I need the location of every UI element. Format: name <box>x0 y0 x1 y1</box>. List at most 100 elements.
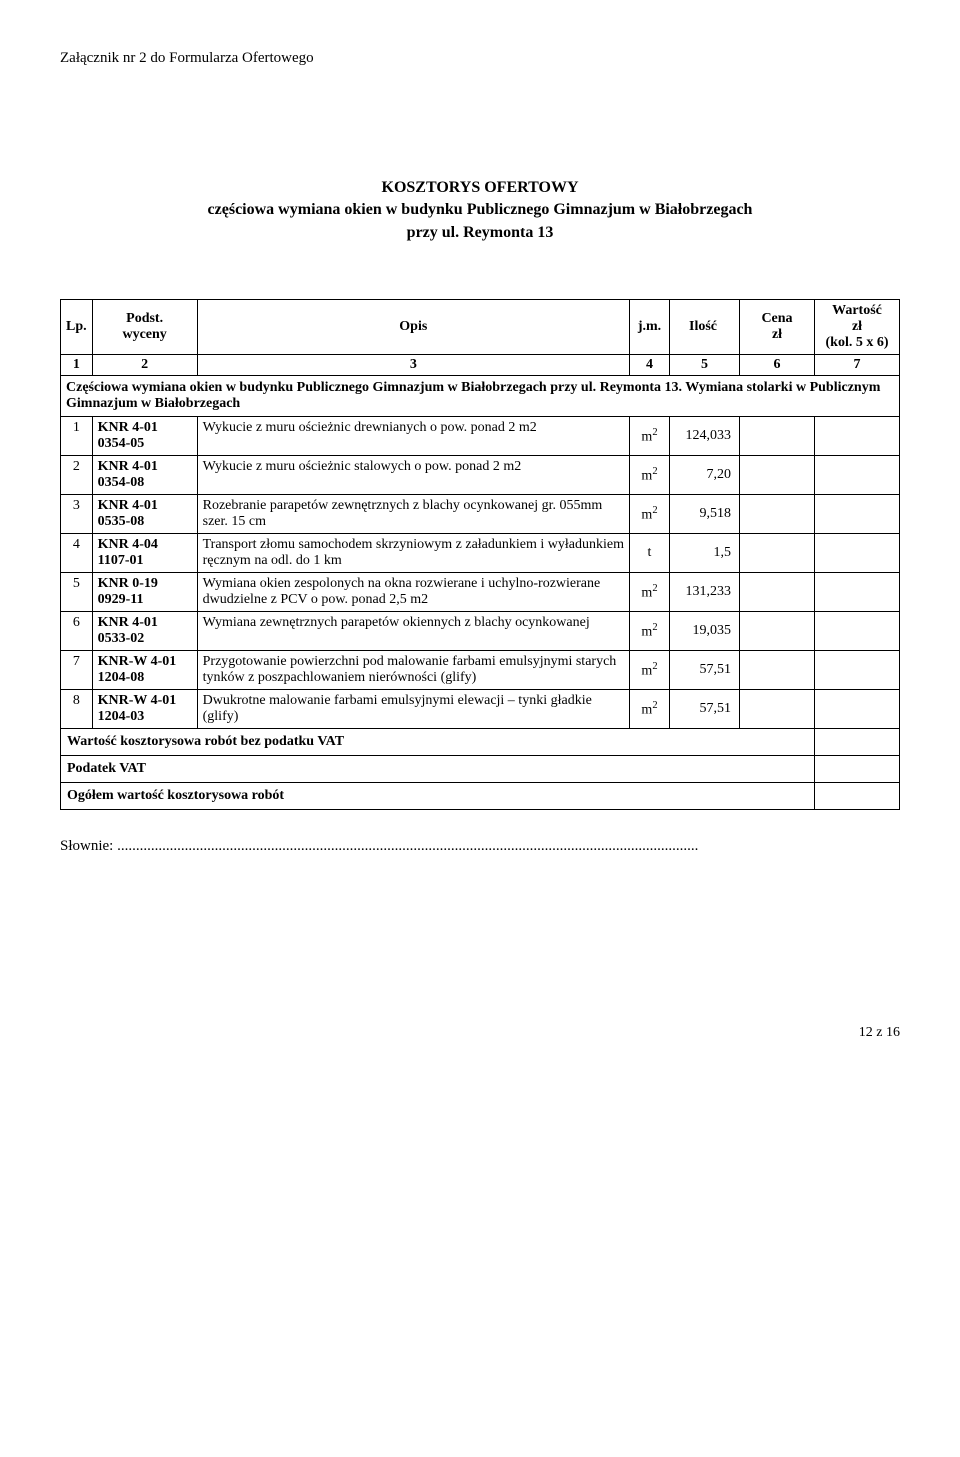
coln-4: 4 <box>630 355 670 376</box>
cell-ilosc: 57,51 <box>670 690 740 729</box>
coln-2: 2 <box>92 355 197 376</box>
cell-podst: KNR 4-01 0533-02 <box>92 612 197 651</box>
cell-wartosc <box>815 573 900 612</box>
attachment-header: Załącznik nr 2 do Formularza Ofertowego <box>60 50 900 67</box>
cell-cena <box>740 651 815 690</box>
cell-cena <box>740 573 815 612</box>
cell-ilosc: 131,233 <box>670 573 740 612</box>
section-row: Częściowa wymiana okien w budynku Public… <box>61 376 900 417</box>
cell-podst: KNR 4-01 0354-08 <box>92 456 197 495</box>
cell-lp: 7 <box>61 651 93 690</box>
cell-lp: 8 <box>61 690 93 729</box>
cell-jm: m2 <box>630 651 670 690</box>
table-row: 6KNR 4-01 0533-02Wymiana zewnętrznych pa… <box>61 612 900 651</box>
table-row: 1KNR 4-01 0354-05Wykucie z muru ościeżni… <box>61 417 900 456</box>
cell-podst: KNR 4-01 0535-08 <box>92 495 197 534</box>
cell-opis: Wymiana zewnętrznych parapetów okiennych… <box>197 612 629 651</box>
cell-jm: m2 <box>630 690 670 729</box>
table-row: 8KNR-W 4-01 1204-03Dwukrotne malowanie f… <box>61 690 900 729</box>
cell-jm: t <box>630 534 670 573</box>
slownie-line: Słownie: ...............................… <box>60 838 900 855</box>
coln-5: 5 <box>670 355 740 376</box>
cell-wartosc <box>815 495 900 534</box>
cell-cena <box>740 534 815 573</box>
slownie-dots: ........................................… <box>117 838 698 854</box>
table-row: 5KNR 0-19 0929-11Wymiana okien zespolony… <box>61 573 900 612</box>
cell-cena <box>740 690 815 729</box>
hdr-ilosc: Ilość <box>670 300 740 355</box>
page-footer: 12 z 16 <box>60 1025 900 1041</box>
cell-lp: 4 <box>61 534 93 573</box>
document-title: KOSZTORYS OFERTOWY częściowa wymiana oki… <box>60 177 900 244</box>
coln-3: 3 <box>197 355 629 376</box>
cell-wartosc <box>815 690 900 729</box>
summary-brutto-row: Ogółem wartość kosztorysowa robót <box>61 783 900 810</box>
cell-cena <box>740 495 815 534</box>
cell-lp: 5 <box>61 573 93 612</box>
cell-opis: Przygotowanie powierzchni pod malowanie … <box>197 651 629 690</box>
cell-lp: 2 <box>61 456 93 495</box>
cell-jm: m2 <box>630 456 670 495</box>
cell-podst: KNR 4-04 1107-01 <box>92 534 197 573</box>
hdr-lp: Lp. <box>61 300 93 355</box>
cell-opis: Dwukrotne malowanie farbami emulsyjnymi … <box>197 690 629 729</box>
cell-cena <box>740 456 815 495</box>
coln-7: 7 <box>815 355 900 376</box>
title-line-1: KOSZTORYS OFERTOWY <box>60 177 900 199</box>
cell-lp: 3 <box>61 495 93 534</box>
cell-jm: m2 <box>630 495 670 534</box>
cell-podst: KNR-W 4-01 1204-03 <box>92 690 197 729</box>
cell-wartosc <box>815 612 900 651</box>
cell-jm: m2 <box>630 417 670 456</box>
cell-lp: 6 <box>61 612 93 651</box>
table-row: 3KNR 4-01 0535-08Rozebranie parapetów ze… <box>61 495 900 534</box>
cell-opis: Transport złomu samochodem skrzyniowym z… <box>197 534 629 573</box>
cell-podst: KNR-W 4-01 1204-08 <box>92 651 197 690</box>
summary-brutto-value <box>815 783 900 810</box>
cell-ilosc: 124,033 <box>670 417 740 456</box>
cell-jm: m2 <box>630 612 670 651</box>
summary-netto-row: Wartość kosztorysowa robót bez podatku V… <box>61 729 900 756</box>
cell-ilosc: 19,035 <box>670 612 740 651</box>
coln-6: 6 <box>740 355 815 376</box>
cell-wartosc <box>815 456 900 495</box>
cell-ilosc: 7,20 <box>670 456 740 495</box>
hdr-opis: Opis <box>197 300 629 355</box>
cell-ilosc: 1,5 <box>670 534 740 573</box>
summary-netto-value <box>815 729 900 756</box>
hdr-jm: j.m. <box>630 300 670 355</box>
cell-wartosc <box>815 534 900 573</box>
cell-jm: m2 <box>630 573 670 612</box>
cell-wartosc <box>815 417 900 456</box>
title-line-2: częściowa wymiana okien w budynku Public… <box>60 199 900 221</box>
cost-table: Lp. Podst. wyceny Opis j.m. Ilość Cena z… <box>60 299 900 810</box>
coln-1: 1 <box>61 355 93 376</box>
summary-vat-label: Podatek VAT <box>61 756 815 783</box>
cell-ilosc: 57,51 <box>670 651 740 690</box>
cell-opis: Wykucie z muru ościeżnic drewnianych o p… <box>197 417 629 456</box>
column-number-row: 1 2 3 4 5 6 7 <box>61 355 900 376</box>
cell-podst: KNR 4-01 0354-05 <box>92 417 197 456</box>
cell-podst: KNR 0-19 0929-11 <box>92 573 197 612</box>
hdr-wartosc: Wartość zł (kol. 5 x 6) <box>815 300 900 355</box>
cell-cena <box>740 417 815 456</box>
cell-wartosc <box>815 651 900 690</box>
summary-brutto-label: Ogółem wartość kosztorysowa robót <box>61 783 815 810</box>
title-line-3: przy ul. Reymonta 13 <box>60 222 900 244</box>
hdr-cena: Cena zł <box>740 300 815 355</box>
section-text: Częściowa wymiana okien w budynku Public… <box>61 376 900 417</box>
cell-opis: Wymiana okien zespolonych na okna rozwie… <box>197 573 629 612</box>
summary-netto-label: Wartość kosztorysowa robót bez podatku V… <box>61 729 815 756</box>
cell-ilosc: 9,518 <box>670 495 740 534</box>
cell-cena <box>740 612 815 651</box>
summary-vat-row: Podatek VAT <box>61 756 900 783</box>
cell-lp: 1 <box>61 417 93 456</box>
table-header-row: Lp. Podst. wyceny Opis j.m. Ilość Cena z… <box>61 300 900 355</box>
summary-vat-value <box>815 756 900 783</box>
hdr-podst: Podst. wyceny <box>92 300 197 355</box>
slownie-label: Słownie: <box>60 838 113 854</box>
table-row: 4KNR 4-04 1107-01Transport złomu samocho… <box>61 534 900 573</box>
table-row: 7KNR-W 4-01 1204-08Przygotowanie powierz… <box>61 651 900 690</box>
cell-opis: Wykucie z muru ościeżnic stalowych o pow… <box>197 456 629 495</box>
cell-opis: Rozebranie parapetów zewnętrznych z blac… <box>197 495 629 534</box>
